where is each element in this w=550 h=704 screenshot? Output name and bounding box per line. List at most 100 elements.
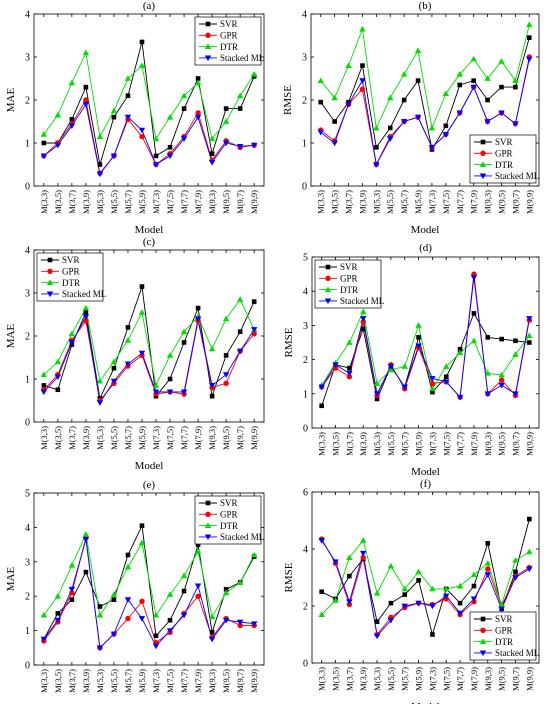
data-point-svr: [415, 78, 421, 83]
data-point-dtr: [40, 131, 48, 137]
data-point-svr: [69, 597, 75, 602]
x-tick-label: M(5,5): [386, 667, 396, 691]
x-tick-label: M(9,7): [510, 190, 520, 214]
legend-marker-svr: [325, 264, 331, 270]
series-line-gpr: [321, 274, 530, 399]
data-point-dtr: [208, 613, 216, 620]
x-axis-label: Model: [135, 224, 164, 236]
data-point-stacked-ml: [512, 391, 519, 397]
data-point-stacked-ml: [124, 114, 132, 121]
data-point-stacked-ml: [138, 350, 146, 357]
data-point-dtr: [373, 380, 381, 386]
x-tick-label: M(7,3): [427, 432, 437, 456]
x-tick-label: M(3,9): [358, 432, 368, 456]
data-point-dtr: [110, 107, 118, 114]
data-point-svr: [374, 145, 379, 150]
series-line-gpr: [321, 538, 530, 636]
x-tick-label: M(3,3): [39, 669, 49, 693]
data-point-svr: [471, 583, 477, 589]
x-tick-label: M(3,3): [316, 190, 326, 214]
data-point-stacked-ml: [387, 617, 395, 624]
data-point-svr: [41, 140, 47, 146]
y-axis-label: RMSE: [283, 327, 295, 357]
data-point-dtr: [40, 371, 48, 378]
x-tick-label: M(7,3): [427, 667, 437, 691]
data-point-stacked-ml: [484, 572, 491, 578]
x-tick-label: M(9,9): [524, 667, 534, 691]
data-point-dtr: [166, 591, 174, 597]
data-point-svr: [223, 587, 229, 592]
data-point-stacked-ml: [82, 314, 90, 320]
data-point-svr: [111, 597, 117, 602]
data-point-stacked-ml: [222, 372, 230, 378]
data-point-gpr: [360, 554, 366, 561]
data-point-stacked-ml: [456, 610, 464, 617]
data-point-svr: [319, 589, 324, 595]
y-tick-label: 1: [25, 375, 30, 386]
data-point-stacked-ml: [346, 599, 353, 605]
y-tick-label: 4: [25, 10, 30, 21]
data-point-stacked-ml: [415, 343, 422, 350]
data-point-svr: [430, 632, 435, 637]
x-tick-label: M(9,9): [249, 669, 259, 693]
data-point-dtr: [208, 135, 216, 142]
data-point-stacked-ml: [96, 400, 104, 406]
data-point-dtr: [208, 345, 216, 352]
data-point-svr: [181, 588, 187, 594]
data-point-dtr: [40, 611, 48, 618]
chart-panel: (e) 0 1 2 3 4 5 M(3,3) M(3,5) M(3,7) M(3,9) M(5,3) M…: [5, 479, 265, 704]
data-point-stacked-ml: [40, 153, 48, 160]
data-point-svr: [374, 619, 380, 624]
data-point-stacked-ml: [429, 376, 436, 382]
data-point-svr: [319, 403, 324, 409]
data-point-dtr: [484, 370, 491, 376]
data-point-dtr: [110, 358, 118, 365]
x-tick-label: M(3,7): [67, 669, 77, 693]
series-line-stacked-ml: [43, 103, 255, 176]
data-point-stacked-ml: [318, 384, 325, 391]
data-point-gpr: [69, 590, 75, 596]
data-point-dtr: [250, 551, 258, 558]
x-tick-label: M(5,3): [372, 432, 382, 456]
data-point-stacked-ml: [415, 600, 422, 607]
legend-entry: GPR: [495, 626, 513, 636]
data-point-dtr: [484, 75, 491, 81]
data-point-gpr: [485, 566, 491, 572]
data-point-stacked-ml: [498, 382, 505, 389]
data-point-dtr: [54, 358, 62, 365]
x-tick-label: M(9,7): [235, 190, 245, 214]
legend-marker-gpr: [480, 150, 486, 156]
y-tick-label: 1: [25, 139, 30, 150]
y-tick-label: 3: [302, 53, 307, 64]
x-tick-label: M(7,9): [469, 190, 479, 214]
x-tick-label: M(9,3): [207, 426, 217, 450]
x-tick-label: M(3,3): [39, 426, 49, 450]
data-point-stacked-ml: [152, 643, 160, 650]
x-tick-label: M(7,3): [151, 669, 161, 693]
y-tick-label: 2: [25, 592, 30, 603]
data-point-stacked-ml: [360, 316, 367, 322]
data-point-dtr: [332, 597, 339, 603]
data-point-stacked-ml: [484, 391, 491, 397]
x-axis-label: Model: [411, 701, 440, 704]
data-point-dtr: [250, 71, 258, 77]
data-point-dtr: [138, 539, 146, 546]
x-tick-label: M(5,3): [95, 190, 105, 214]
x-tick-label: M(7,7): [179, 426, 189, 450]
x-tick-label: M(7,5): [165, 426, 175, 450]
x-tick-label: M(3,9): [81, 426, 91, 450]
data-point-stacked-ml: [443, 379, 450, 386]
data-point-dtr: [345, 62, 352, 68]
data-point-stacked-ml: [82, 101, 90, 108]
data-point-svr: [83, 310, 89, 315]
x-tick-label: M(3,5): [331, 432, 341, 456]
x-tick-label: M(5,9): [137, 669, 147, 693]
data-point-stacked-ml: [373, 162, 380, 168]
x-tick-label: M(5,7): [123, 669, 133, 693]
legend-entry: Stacked ML: [220, 532, 264, 542]
data-point-stacked-ml: [194, 316, 202, 322]
data-point-svr: [55, 387, 61, 393]
